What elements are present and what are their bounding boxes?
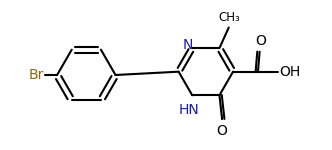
Text: HN: HN xyxy=(179,103,199,117)
Text: O: O xyxy=(255,34,266,48)
Text: N: N xyxy=(183,38,194,52)
Text: OH: OH xyxy=(279,65,300,79)
Text: Br: Br xyxy=(29,68,44,82)
Text: CH₃: CH₃ xyxy=(218,11,240,24)
Text: O: O xyxy=(217,124,227,138)
